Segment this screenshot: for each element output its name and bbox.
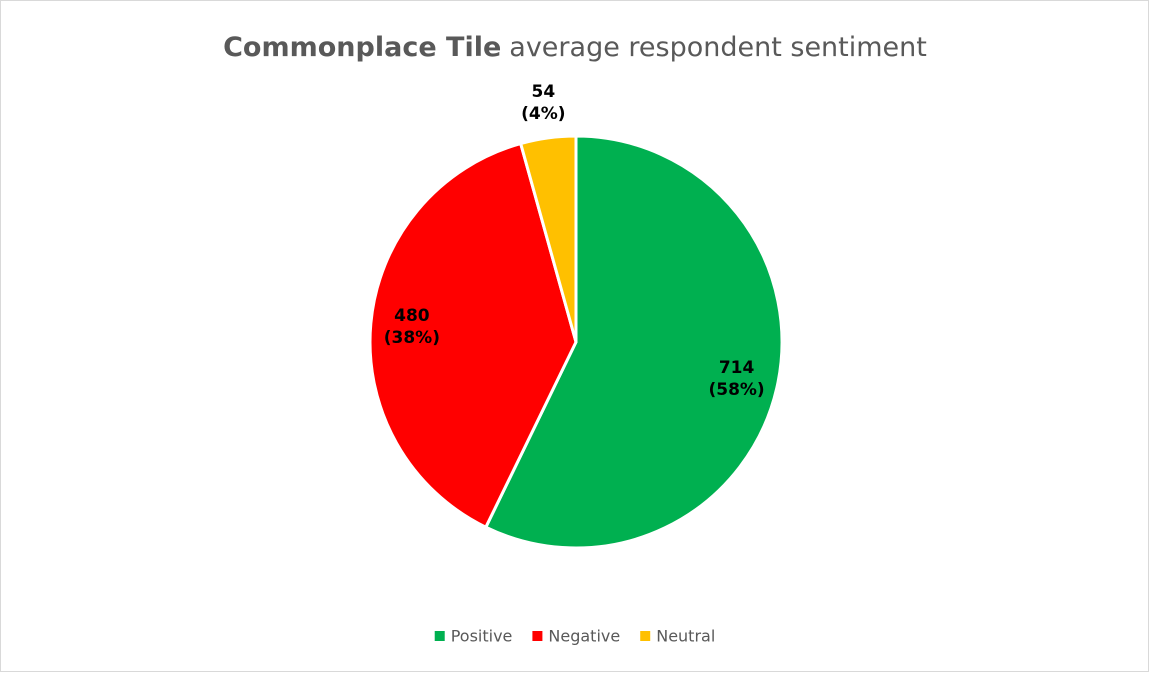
data-label-line: 714 [719,358,755,378]
title-rest: average respondent sentiment [509,32,927,63]
legend-swatch [640,631,651,641]
data-label-line: 54 [532,82,556,102]
legend-swatch [434,631,445,641]
pie-slice [368,141,578,530]
data-label-line: (58%) [708,380,764,400]
data-label-line: (38%) [384,328,440,348]
legend-label: Positive [451,627,513,646]
legend-label: Negative [548,627,620,646]
chart-title: Commonplace Tile average respondent senti… [223,32,927,63]
data-label: 480 (38%) [384,306,440,348]
title-bold: Commonplace Tile [223,32,501,63]
data-label-line: 480 [394,306,430,326]
data-label: 714 (58%) [708,358,764,400]
legend: Positive Negative Neutral [434,627,715,646]
data-label: 54 (4%) [521,82,565,124]
data-label-line: (4%) [521,104,565,124]
pie-slice [483,134,784,550]
legend-label: Neutral [656,627,715,646]
pie-slice [518,134,578,343]
legend-swatch [532,631,543,641]
